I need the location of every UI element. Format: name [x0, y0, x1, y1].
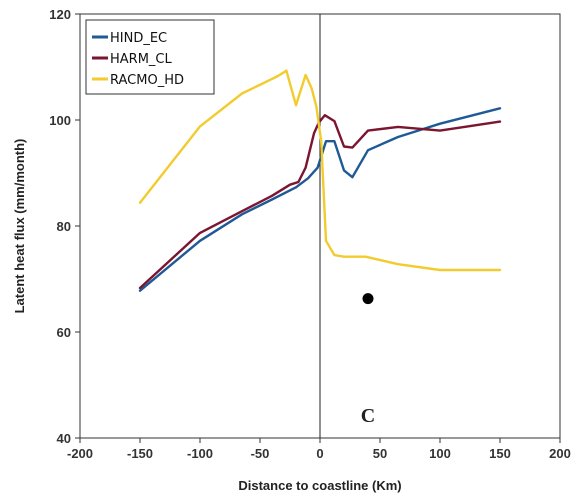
racmo-hd-line — [138, 69, 502, 272]
y-tick-label: 100 — [49, 113, 71, 128]
hind-ec-line — [138, 107, 502, 292]
x-tick-label: -100 — [187, 446, 213, 461]
y-tick-label: 120 — [49, 7, 71, 22]
x-axis-label: Distance to coastline (Km) — [238, 478, 401, 493]
y-axis-label: Latent heat flux (mm/month) — [12, 139, 27, 314]
x-tick-label: -200 — [67, 446, 93, 461]
x-tick-label: 50 — [373, 446, 387, 461]
legend-label-racmo-hd: RACMO_HD — [110, 73, 184, 88]
y-axis-ticks: 40 60 80 100 120 — [49, 7, 80, 446]
x-tick-label: 100 — [429, 446, 451, 461]
x-tick-label: -50 — [251, 446, 270, 461]
series-lines — [138, 69, 502, 292]
legend-label-hind-ec: HIND_EC — [110, 31, 167, 46]
x-axis-ticks: -200 -150 -100 -50 0 50 100 150 200 — [67, 438, 571, 461]
x-tick-label: 150 — [489, 446, 511, 461]
x-tick-label: 0 — [316, 446, 323, 461]
x-tick-label: -150 — [127, 446, 153, 461]
y-tick-label: 40 — [57, 431, 71, 446]
panel-label: C — [361, 405, 375, 427]
annotation-dot — [362, 293, 374, 305]
y-tick-label: 60 — [57, 325, 71, 340]
x-tick-label: 200 — [549, 446, 571, 461]
legend-label-harm-cl: HARM_CL — [110, 52, 172, 67]
y-tick-label: 80 — [57, 219, 71, 234]
legend: HIND_EC HARM_CL RACMO_HD — [85, 19, 215, 95]
